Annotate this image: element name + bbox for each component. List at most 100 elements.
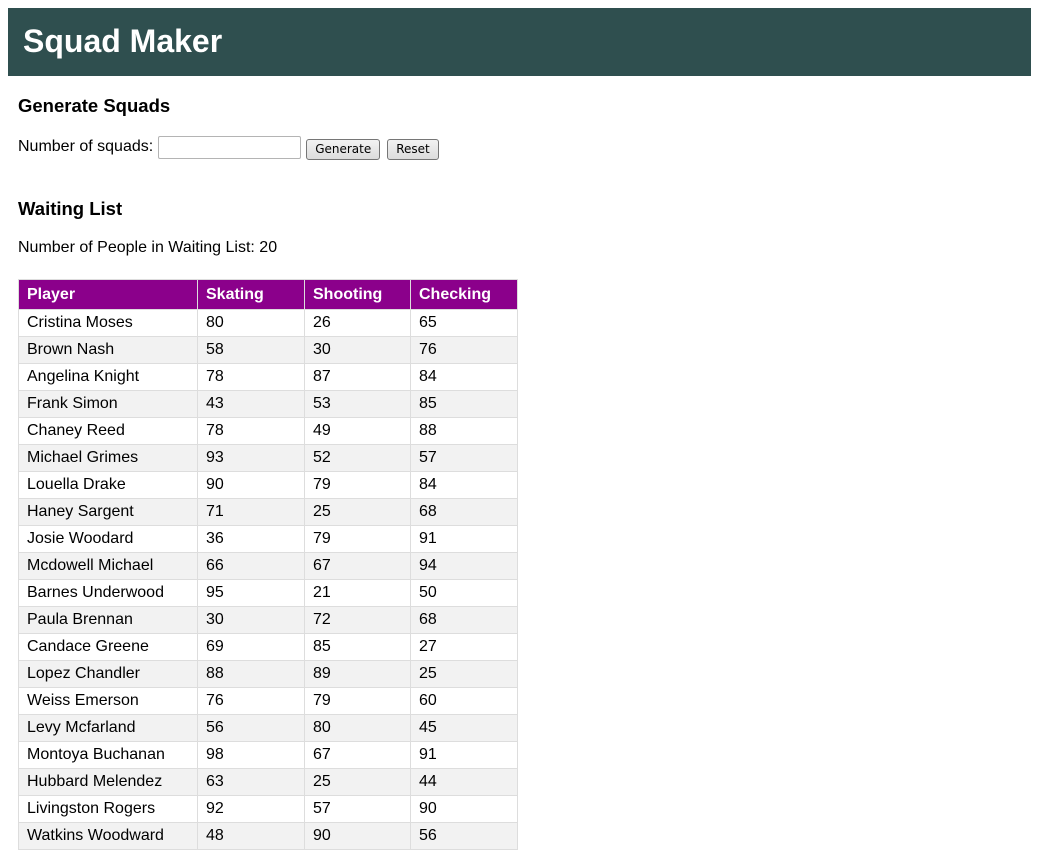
shooting-cell: 85 bbox=[304, 633, 411, 661]
shooting-cell: 72 bbox=[304, 606, 411, 634]
player-name-cell: Paula Brennan bbox=[18, 606, 198, 634]
waiting-list-body: Cristina Moses 80 26 65 Brown Nash 58 30 76 Ange… bbox=[18, 309, 518, 850]
player-name-cell: Candace Greene bbox=[18, 633, 198, 661]
table-row: Livingston Rogers 92 57 90 bbox=[18, 795, 518, 823]
player-name-cell: Mcdowell Michael bbox=[18, 552, 198, 580]
number-of-squads-input[interactable] bbox=[158, 136, 302, 159]
table-row: Cristina Moses 80 26 65 bbox=[18, 309, 518, 337]
shooting-cell: 67 bbox=[304, 552, 411, 580]
shooting-cell: 52 bbox=[304, 444, 411, 472]
player-name-cell: Louella Drake bbox=[18, 471, 198, 499]
column-header-checking: Checking bbox=[410, 279, 518, 310]
waiting-list-count: Number of People in Waiting List: 20 bbox=[18, 239, 278, 256]
skating-cell: 56 bbox=[197, 714, 305, 742]
shooting-cell: 89 bbox=[304, 660, 411, 688]
player-name-cell: Lopez Chandler bbox=[18, 660, 198, 688]
skating-cell: 93 bbox=[197, 444, 305, 472]
app-title: Squad Maker bbox=[23, 23, 223, 59]
table-row: Watkins Woodward 48 90 56 bbox=[18, 822, 518, 850]
skating-cell: 80 bbox=[197, 309, 305, 337]
player-name-cell: Angelina Knight bbox=[18, 363, 198, 391]
player-name-cell: Watkins Woodward bbox=[18, 822, 198, 850]
checking-cell: 27 bbox=[410, 633, 518, 661]
table-row: Montoya Buchanan 98 67 91 bbox=[18, 741, 518, 769]
table-row: Paula Brennan 30 72 68 bbox=[18, 606, 518, 634]
table-header-row: Player Skating Shooting Checking bbox=[18, 279, 518, 310]
checking-cell: 91 bbox=[410, 525, 518, 553]
skating-cell: 71 bbox=[197, 498, 305, 526]
shooting-cell: 21 bbox=[304, 579, 411, 607]
checking-cell: 45 bbox=[410, 714, 518, 742]
checking-cell: 25 bbox=[410, 660, 518, 688]
reset-button[interactable]: Reset bbox=[387, 139, 439, 160]
player-name-cell: Chaney Reed bbox=[18, 417, 198, 445]
checking-cell: 50 bbox=[410, 579, 518, 607]
player-name-cell: Michael Grimes bbox=[18, 444, 198, 472]
skating-cell: 66 bbox=[197, 552, 305, 580]
skating-cell: 43 bbox=[197, 390, 305, 418]
player-name-cell: Haney Sargent bbox=[18, 498, 198, 526]
player-name-cell: Levy Mcfarland bbox=[18, 714, 198, 742]
checking-cell: 44 bbox=[410, 768, 518, 796]
checking-cell: 90 bbox=[410, 795, 518, 823]
skating-cell: 78 bbox=[197, 417, 305, 445]
number-of-squads-label: Number of squads: bbox=[18, 138, 154, 155]
player-name-cell: Hubbard Melendez bbox=[18, 768, 198, 796]
player-name-cell: Josie Woodard bbox=[18, 525, 198, 553]
skating-cell: 98 bbox=[197, 741, 305, 769]
checking-cell: 91 bbox=[410, 741, 518, 769]
generate-button[interactable]: Generate bbox=[306, 139, 381, 160]
shooting-cell: 57 bbox=[304, 795, 411, 823]
shooting-cell: 87 bbox=[304, 363, 411, 391]
checking-cell: 88 bbox=[410, 417, 518, 445]
player-name-cell: Cristina Moses bbox=[18, 309, 198, 337]
table-row: Weiss Emerson 76 79 60 bbox=[18, 687, 518, 715]
shooting-cell: 90 bbox=[304, 822, 411, 850]
column-header-shooting: Shooting bbox=[304, 279, 411, 310]
skating-cell: 95 bbox=[197, 579, 305, 607]
table-row: Josie Woodard 36 79 91 bbox=[18, 525, 518, 553]
shooting-cell: 30 bbox=[304, 336, 411, 364]
skating-cell: 88 bbox=[197, 660, 305, 688]
table-row: Levy Mcfarland 56 80 45 bbox=[18, 714, 518, 742]
shooting-cell: 26 bbox=[304, 309, 411, 337]
table-row: Hubbard Melendez 63 25 44 bbox=[18, 768, 518, 796]
checking-cell: 85 bbox=[410, 390, 518, 418]
table-row: Lopez Chandler 88 89 25 bbox=[18, 660, 518, 688]
shooting-cell: 79 bbox=[304, 471, 411, 499]
checking-cell: 68 bbox=[410, 498, 518, 526]
skating-cell: 36 bbox=[197, 525, 305, 553]
checking-cell: 94 bbox=[410, 552, 518, 580]
skating-cell: 76 bbox=[197, 687, 305, 715]
skating-cell: 90 bbox=[197, 471, 305, 499]
checking-cell: 84 bbox=[410, 363, 518, 391]
shooting-cell: 25 bbox=[304, 768, 411, 796]
table-row: Frank Simon 43 53 85 bbox=[18, 390, 518, 418]
skating-cell: 69 bbox=[197, 633, 305, 661]
skating-cell: 92 bbox=[197, 795, 305, 823]
table-row: Mcdowell Michael 66 67 94 bbox=[18, 552, 518, 580]
player-name-cell: Barnes Underwood bbox=[18, 579, 198, 607]
waiting-list-heading: Waiting List bbox=[18, 198, 123, 219]
table-row: Louella Drake 90 79 84 bbox=[18, 471, 518, 499]
shooting-cell: 79 bbox=[304, 525, 411, 553]
skating-cell: 63 bbox=[197, 768, 305, 796]
shooting-cell: 79 bbox=[304, 687, 411, 715]
shooting-cell: 80 bbox=[304, 714, 411, 742]
skating-cell: 58 bbox=[197, 336, 305, 364]
shooting-cell: 49 bbox=[304, 417, 411, 445]
checking-cell: 68 bbox=[410, 606, 518, 634]
table-row: Candace Greene 69 85 27 bbox=[18, 633, 518, 661]
player-name-cell: Montoya Buchanan bbox=[18, 741, 198, 769]
table-row: Michael Grimes 93 52 57 bbox=[18, 444, 518, 472]
checking-cell: 65 bbox=[410, 309, 518, 337]
player-name-cell: Weiss Emerson bbox=[18, 687, 198, 715]
player-name-cell: Brown Nash bbox=[18, 336, 198, 364]
skating-cell: 30 bbox=[197, 606, 305, 634]
table-row: Brown Nash 58 30 76 bbox=[18, 336, 518, 364]
checking-cell: 84 bbox=[410, 471, 518, 499]
shooting-cell: 25 bbox=[304, 498, 411, 526]
column-header-skating: Skating bbox=[197, 279, 305, 310]
app-header: Squad Maker bbox=[8, 8, 1031, 76]
